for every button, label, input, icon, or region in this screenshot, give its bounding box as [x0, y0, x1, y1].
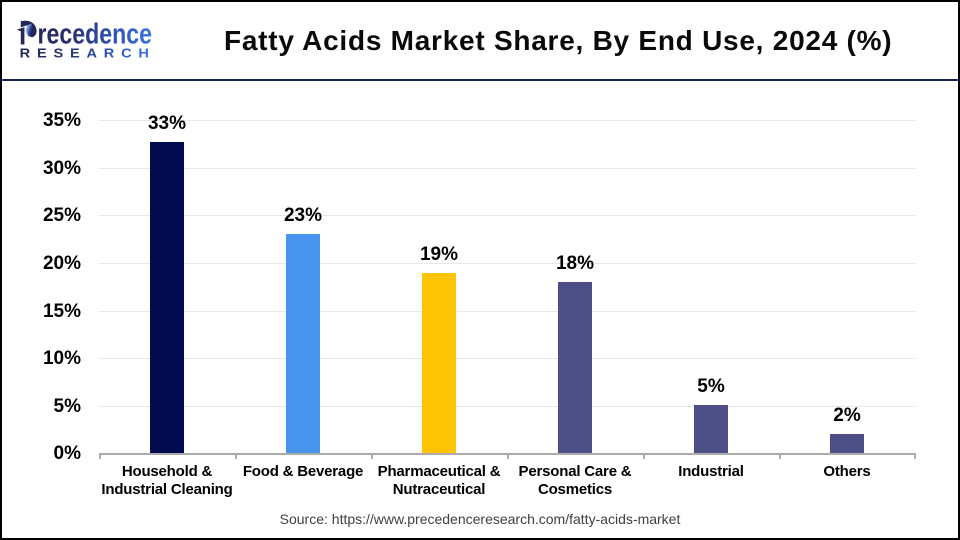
svg-text:RESEARCH: RESEARCH	[20, 46, 156, 61]
svg-text:recedence: recedence	[38, 20, 153, 51]
